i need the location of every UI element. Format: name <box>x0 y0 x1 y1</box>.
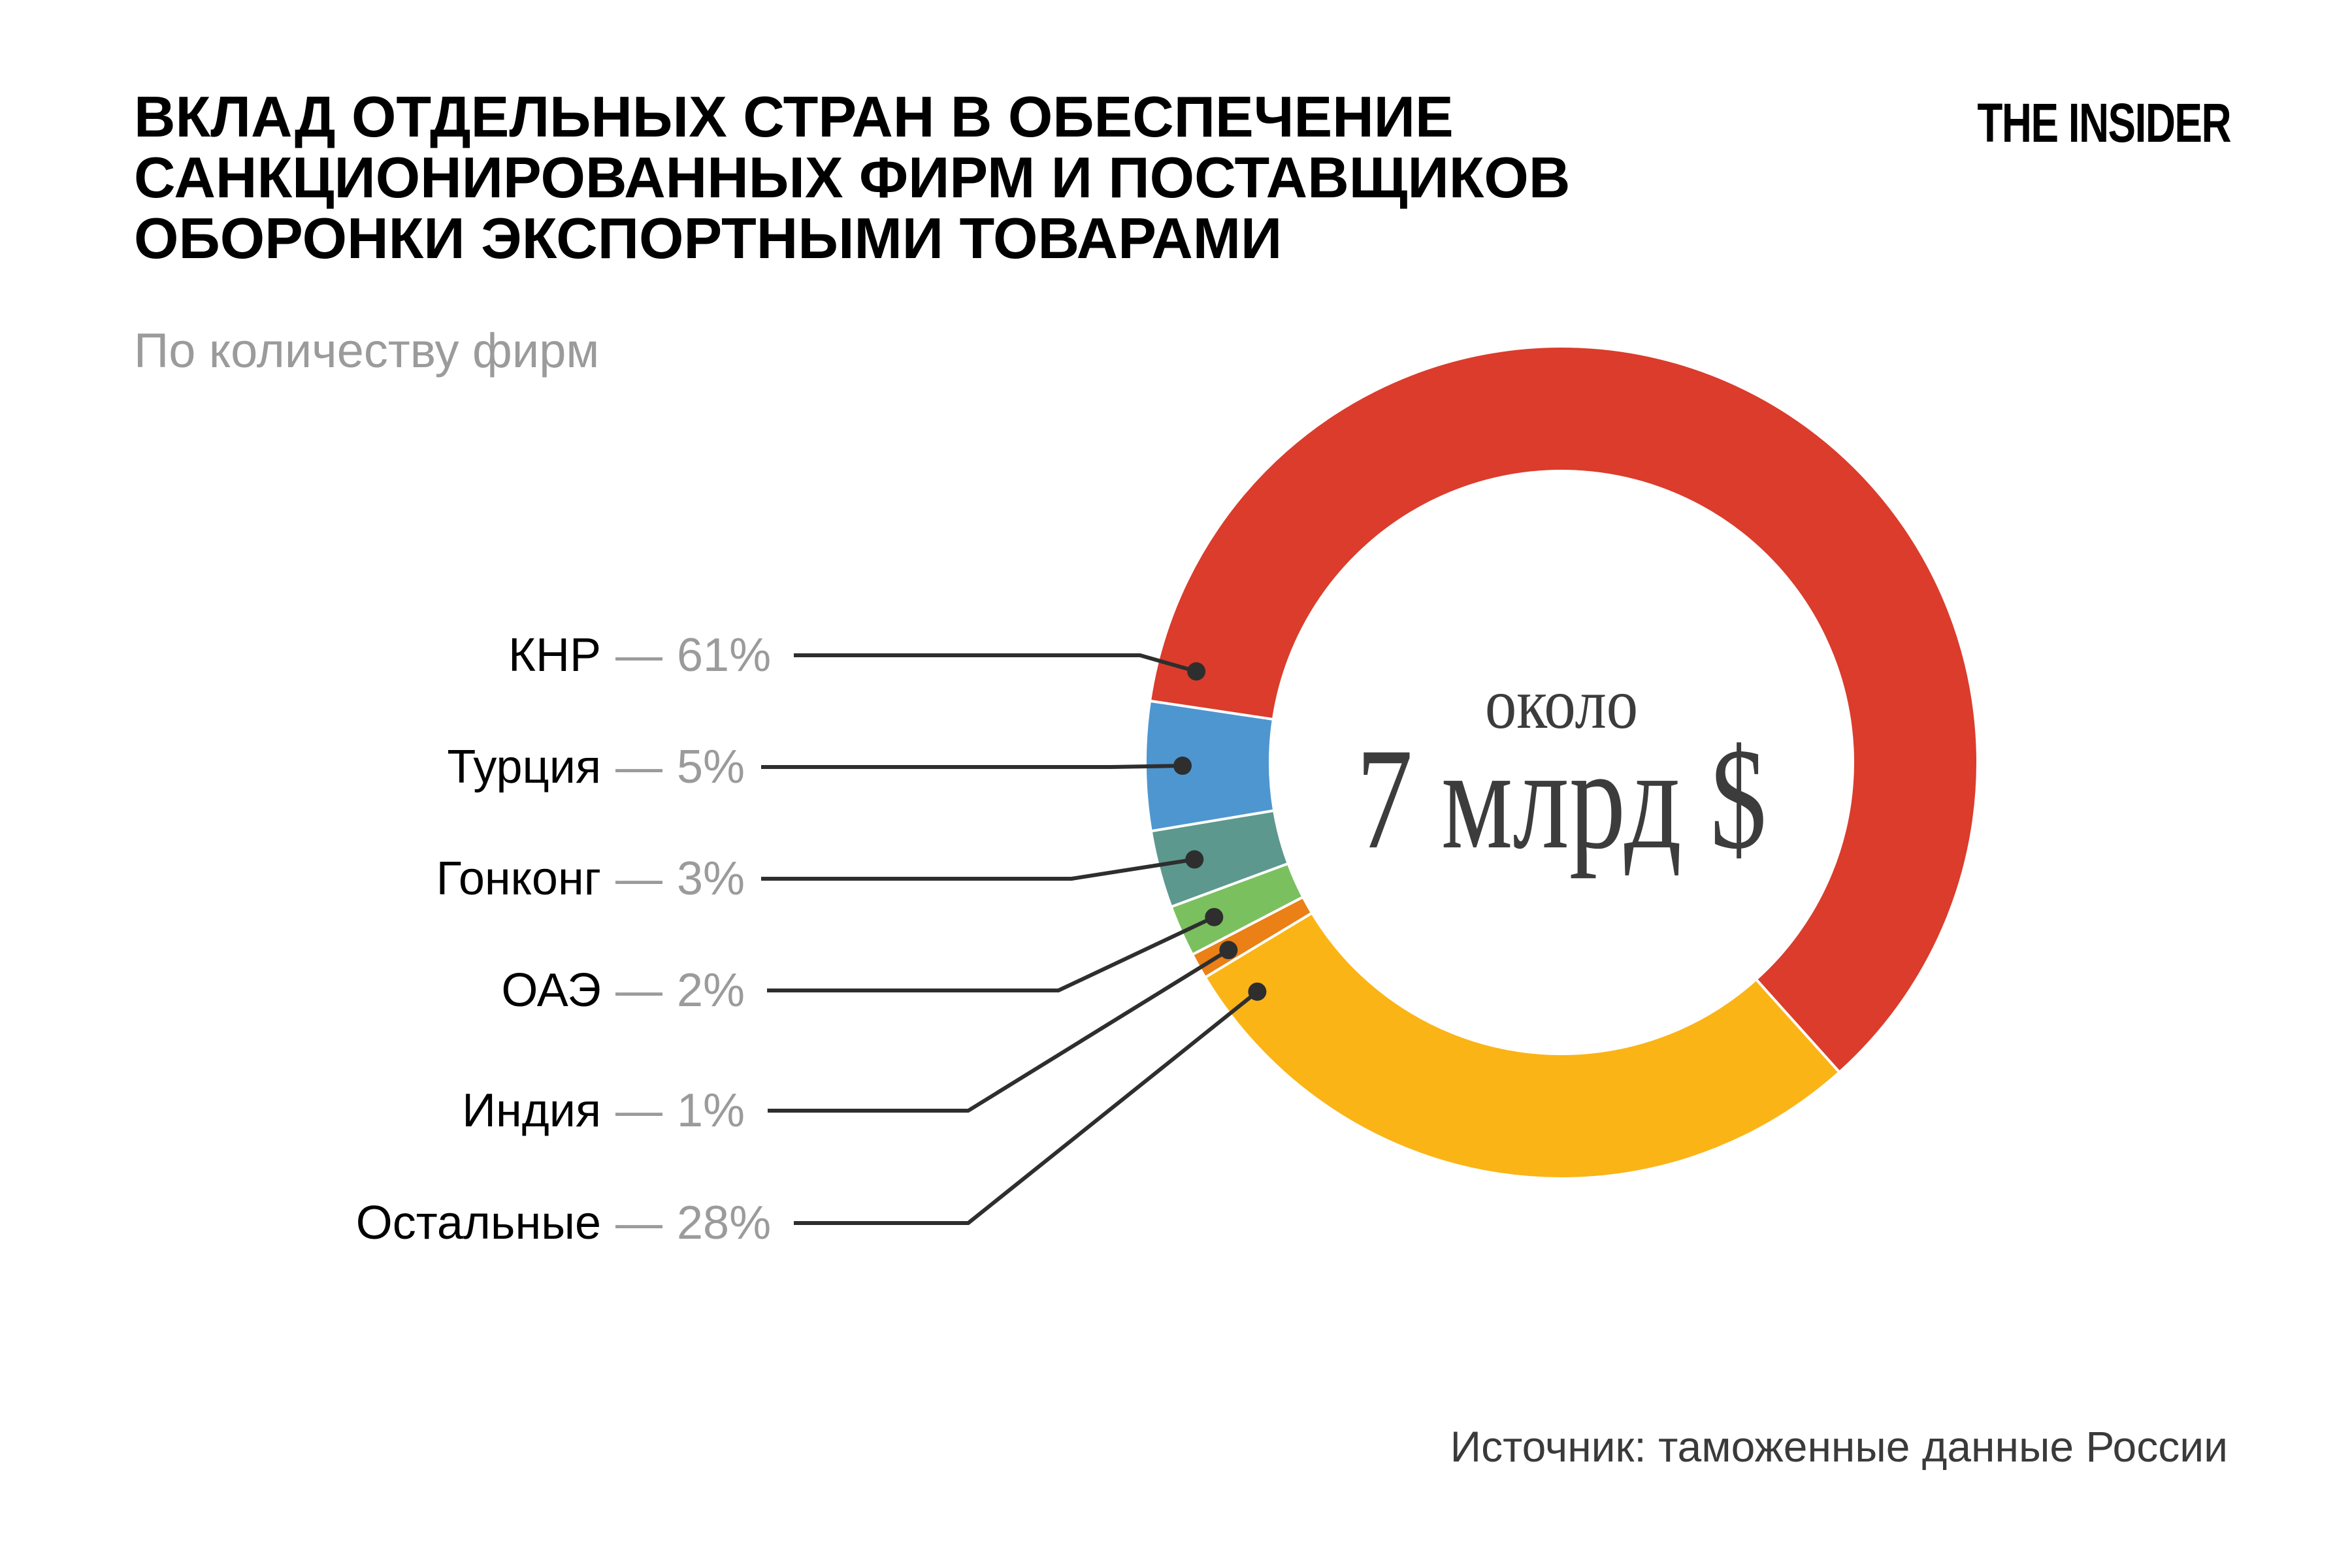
leader-line-6 <box>794 990 1259 1225</box>
leader-line-2 <box>761 764 1183 769</box>
legend-label: КНР <box>508 629 601 681</box>
legend-value: 3% <box>677 853 745 905</box>
leader-lines <box>761 653 1267 1225</box>
legend-label: Турция <box>447 741 601 793</box>
legend-row-knr: КНР — 61% <box>196 619 771 691</box>
donut-slice-2 <box>1144 699 1276 833</box>
donut-slice-6 <box>1203 911 1841 1180</box>
legend-row-india: Индия — 1% <box>196 1075 745 1147</box>
legend-row-uae: ОАЭ — 2% <box>196 955 745 1026</box>
leader-line-4 <box>767 915 1215 992</box>
legend-dash: — <box>615 629 662 681</box>
leader-line-3 <box>761 857 1195 881</box>
legend-label: Индия <box>462 1085 601 1137</box>
legend-row-turkey: Турция — 5% <box>196 731 745 803</box>
title-line-1: ВКЛАД ОТДЕЛЬНЫХ СТРАН В ОБЕСПЕЧЕНИЕ <box>134 84 1454 149</box>
legend-value: 1% <box>677 1085 745 1137</box>
donut-center-label-main: 7 млрд $ <box>1356 719 1767 879</box>
legend-row-hongkong: Гонконг — 3% <box>196 843 745 915</box>
leader-dot-4 <box>1205 907 1224 926</box>
legend-label: Остальные <box>355 1197 601 1249</box>
legend-label: Гонконг <box>436 853 601 905</box>
chart-subtitle: По количеству фирм <box>134 323 600 378</box>
legend-dash: — <box>615 1085 662 1137</box>
title-line-3: ОБОРОНКИ ЭКСПОРТНЫМИ ТОВАРАМИ <box>134 206 1282 270</box>
legend-value: 5% <box>677 741 745 793</box>
donut-slice-1 <box>1149 345 1979 1074</box>
leader-dot-3 <box>1185 850 1204 869</box>
legend-dash: — <box>615 1197 662 1249</box>
title-line-2: САНКЦИОНИРОВАННЫХ ФИРМ И ПОСТАВЩИКОВ <box>134 145 1571 210</box>
leader-dot-6 <box>1248 982 1267 1001</box>
donut-center-label-top: около <box>1484 664 1639 743</box>
legend-dash: — <box>615 741 662 793</box>
legend-value: 61% <box>677 629 772 681</box>
leader-dot-2 <box>1173 757 1192 776</box>
donut-slices <box>1144 345 1979 1180</box>
leader-dot-5 <box>1219 941 1238 960</box>
page-title: ВКЛАД ОТДЕЛЬНЫХ СТРАН В ОБЕСПЕЧЕНИЕ САНК… <box>134 86 1570 269</box>
leader-dot-1 <box>1187 662 1206 681</box>
legend-value: 28% <box>677 1197 772 1249</box>
legend-dash: — <box>615 964 662 1017</box>
leader-line-5 <box>768 948 1230 1113</box>
the-insider-logo: THE INSIDER <box>1977 92 2231 154</box>
legend-dash: — <box>615 853 662 905</box>
legend-row-others: Остальные — 28% <box>196 1187 771 1259</box>
leader-line-1 <box>794 653 1197 674</box>
legend-value: 2% <box>677 964 745 1017</box>
legend-label: ОАЭ <box>501 964 601 1017</box>
source-note: Источник: таможенные данные России <box>1450 1422 2228 1471</box>
